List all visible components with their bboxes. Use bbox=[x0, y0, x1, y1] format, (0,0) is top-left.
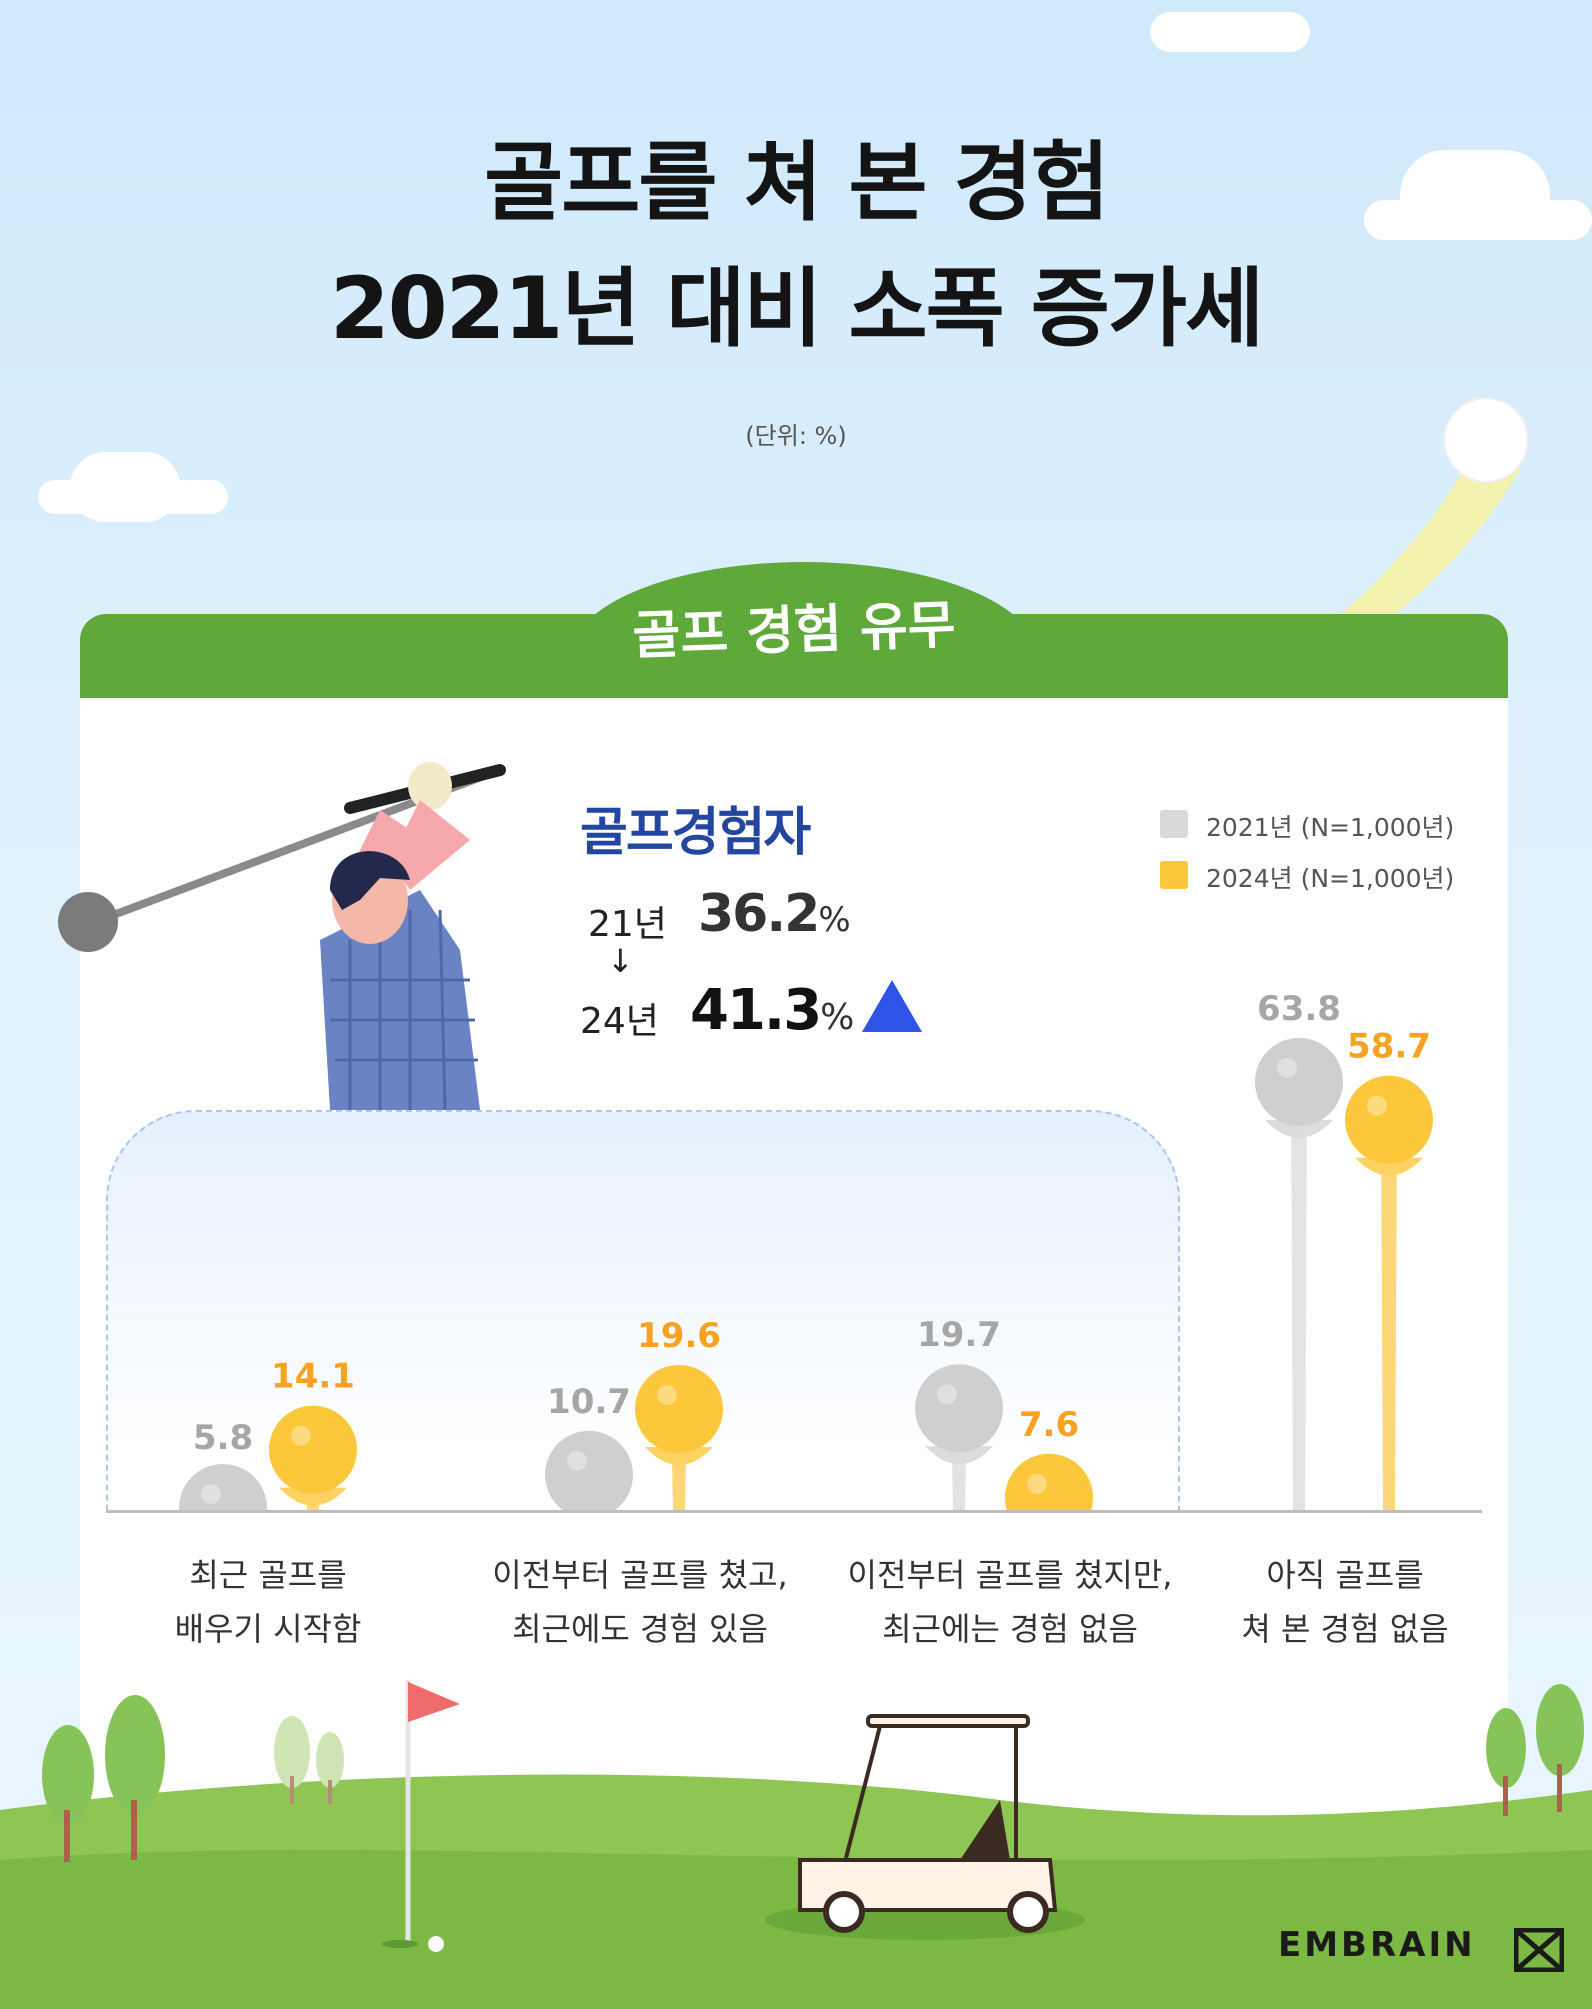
bar-ball-shine bbox=[1367, 1095, 1387, 1116]
bar-value-label: 63.8 bbox=[1257, 989, 1341, 1029]
category-label: 최근 골프를 배우기 시작함 bbox=[78, 1548, 458, 1656]
legend-label-2021: 2021년 (N=1,000년) bbox=[1206, 813, 1455, 842]
category-label-line: 최근 골프를 bbox=[189, 1556, 347, 1594]
unit-label: (단위: %) bbox=[745, 422, 847, 450]
cloud bbox=[70, 452, 180, 522]
legend-swatch-2024 bbox=[1160, 861, 1188, 889]
bar-ball bbox=[1255, 1037, 1343, 1126]
up-triangle-icon bbox=[862, 980, 922, 1032]
category-label-line: 이전부터 골프를 쳤지만, bbox=[847, 1556, 1173, 1594]
bar-ball bbox=[269, 1405, 357, 1494]
category-label-line: 아직 골프를 bbox=[1266, 1556, 1424, 1594]
flag-icon bbox=[382, 1680, 460, 1952]
golf-ball-trail-icon bbox=[1220, 397, 1529, 710]
bar-tee-cup bbox=[1355, 1157, 1423, 1176]
category-label-line: 쳐 본 경험 없음 bbox=[1241, 1610, 1449, 1648]
bar-tee-cup bbox=[279, 1487, 347, 1506]
bar-ball-shine bbox=[567, 1450, 587, 1471]
bar-value-label: 7.6 bbox=[1019, 1405, 1079, 1445]
cloud bbox=[1400, 150, 1550, 240]
summary-value-number: 36.2 bbox=[698, 884, 820, 944]
bar-tee-cup bbox=[1265, 1119, 1333, 1138]
bar-value-label: 58.7 bbox=[1347, 1027, 1431, 1067]
golfer-illustration-icon bbox=[58, 762, 506, 1110]
summary-value-unit: % bbox=[820, 997, 855, 1038]
category-label: 이전부터 골프를 쳤지만, 최근에는 경험 없음 bbox=[820, 1548, 1200, 1656]
tree-icon bbox=[42, 1684, 1584, 1862]
embrain-logo-icon bbox=[1514, 1928, 1564, 1972]
bar-ball-shine bbox=[1277, 1057, 1297, 1078]
bar-ball-shine bbox=[657, 1384, 677, 1405]
bar-value-label: 19.6 bbox=[637, 1316, 721, 1356]
bar-ball bbox=[915, 1364, 1003, 1453]
bar-tee-cup bbox=[645, 1446, 713, 1465]
bar-value-label: 10.7 bbox=[547, 1382, 631, 1422]
summary-value-unit: % bbox=[818, 900, 851, 940]
brand-logo: EMBRAIN bbox=[1278, 1925, 1476, 1965]
summary-label-2021: 21년 bbox=[588, 904, 667, 945]
bar-ball bbox=[545, 1430, 633, 1510]
category-label: 이전부터 골프를 쳤고, 최근에도 경험 있음 bbox=[450, 1548, 830, 1656]
golf-cart-icon bbox=[765, 1714, 1085, 1940]
page-title-line-1: 골프를 쳐 본 경험 bbox=[484, 133, 1110, 233]
category-label: 아직 골프를 쳐 본 경험 없음 bbox=[1155, 1548, 1535, 1656]
bar-value-label: 14.1 bbox=[271, 1357, 355, 1397]
bar-ball bbox=[1005, 1453, 1093, 1510]
bar-value-label: 19.7 bbox=[917, 1315, 1001, 1355]
page-title: 골프를 쳐 본 경험 2021년 대비 소폭 증가세 bbox=[0, 120, 1592, 372]
cloud bbox=[1150, 12, 1310, 52]
bar-tee bbox=[1381, 1119, 1397, 1510]
legend-label-2024: 2024년 (N=1,000년) bbox=[1206, 864, 1455, 893]
bar-ball-shine bbox=[937, 1384, 957, 1405]
category-label-line: 최근에도 경험 있음 bbox=[512, 1610, 768, 1648]
summary-value-2021: 36.2% bbox=[698, 884, 851, 944]
bar-ball bbox=[179, 1464, 267, 1510]
arrow-down-icon: ↓ bbox=[607, 942, 634, 980]
category-label-line: 배우기 시작함 bbox=[174, 1610, 362, 1648]
bar-ball-shine bbox=[201, 1484, 221, 1504]
bar-value-label: 5.8 bbox=[193, 1418, 253, 1458]
summary-title: 골프경험자 bbox=[580, 803, 811, 863]
summary-label-2024: 24년 bbox=[580, 1001, 659, 1042]
category-label-line: 이전부터 골프를 쳤고, bbox=[492, 1556, 788, 1594]
legend-swatch-2021 bbox=[1160, 810, 1188, 838]
bar-ball-shine bbox=[291, 1425, 311, 1446]
chart-baseline bbox=[106, 1510, 1482, 1513]
bar-tee bbox=[1291, 1081, 1307, 1510]
bar-ball bbox=[635, 1364, 723, 1453]
summary-value-2024: 41.3% bbox=[690, 978, 854, 1043]
bar-ball bbox=[1345, 1075, 1433, 1164]
summary-value-number: 41.3 bbox=[690, 978, 822, 1043]
bar-tee-cup bbox=[925, 1446, 993, 1465]
page-title-line-2: 2021년 대비 소폭 증가세 bbox=[329, 259, 1264, 359]
category-label-line: 최근에는 경험 없음 bbox=[882, 1610, 1138, 1648]
bar-ball-shine bbox=[1027, 1473, 1047, 1494]
